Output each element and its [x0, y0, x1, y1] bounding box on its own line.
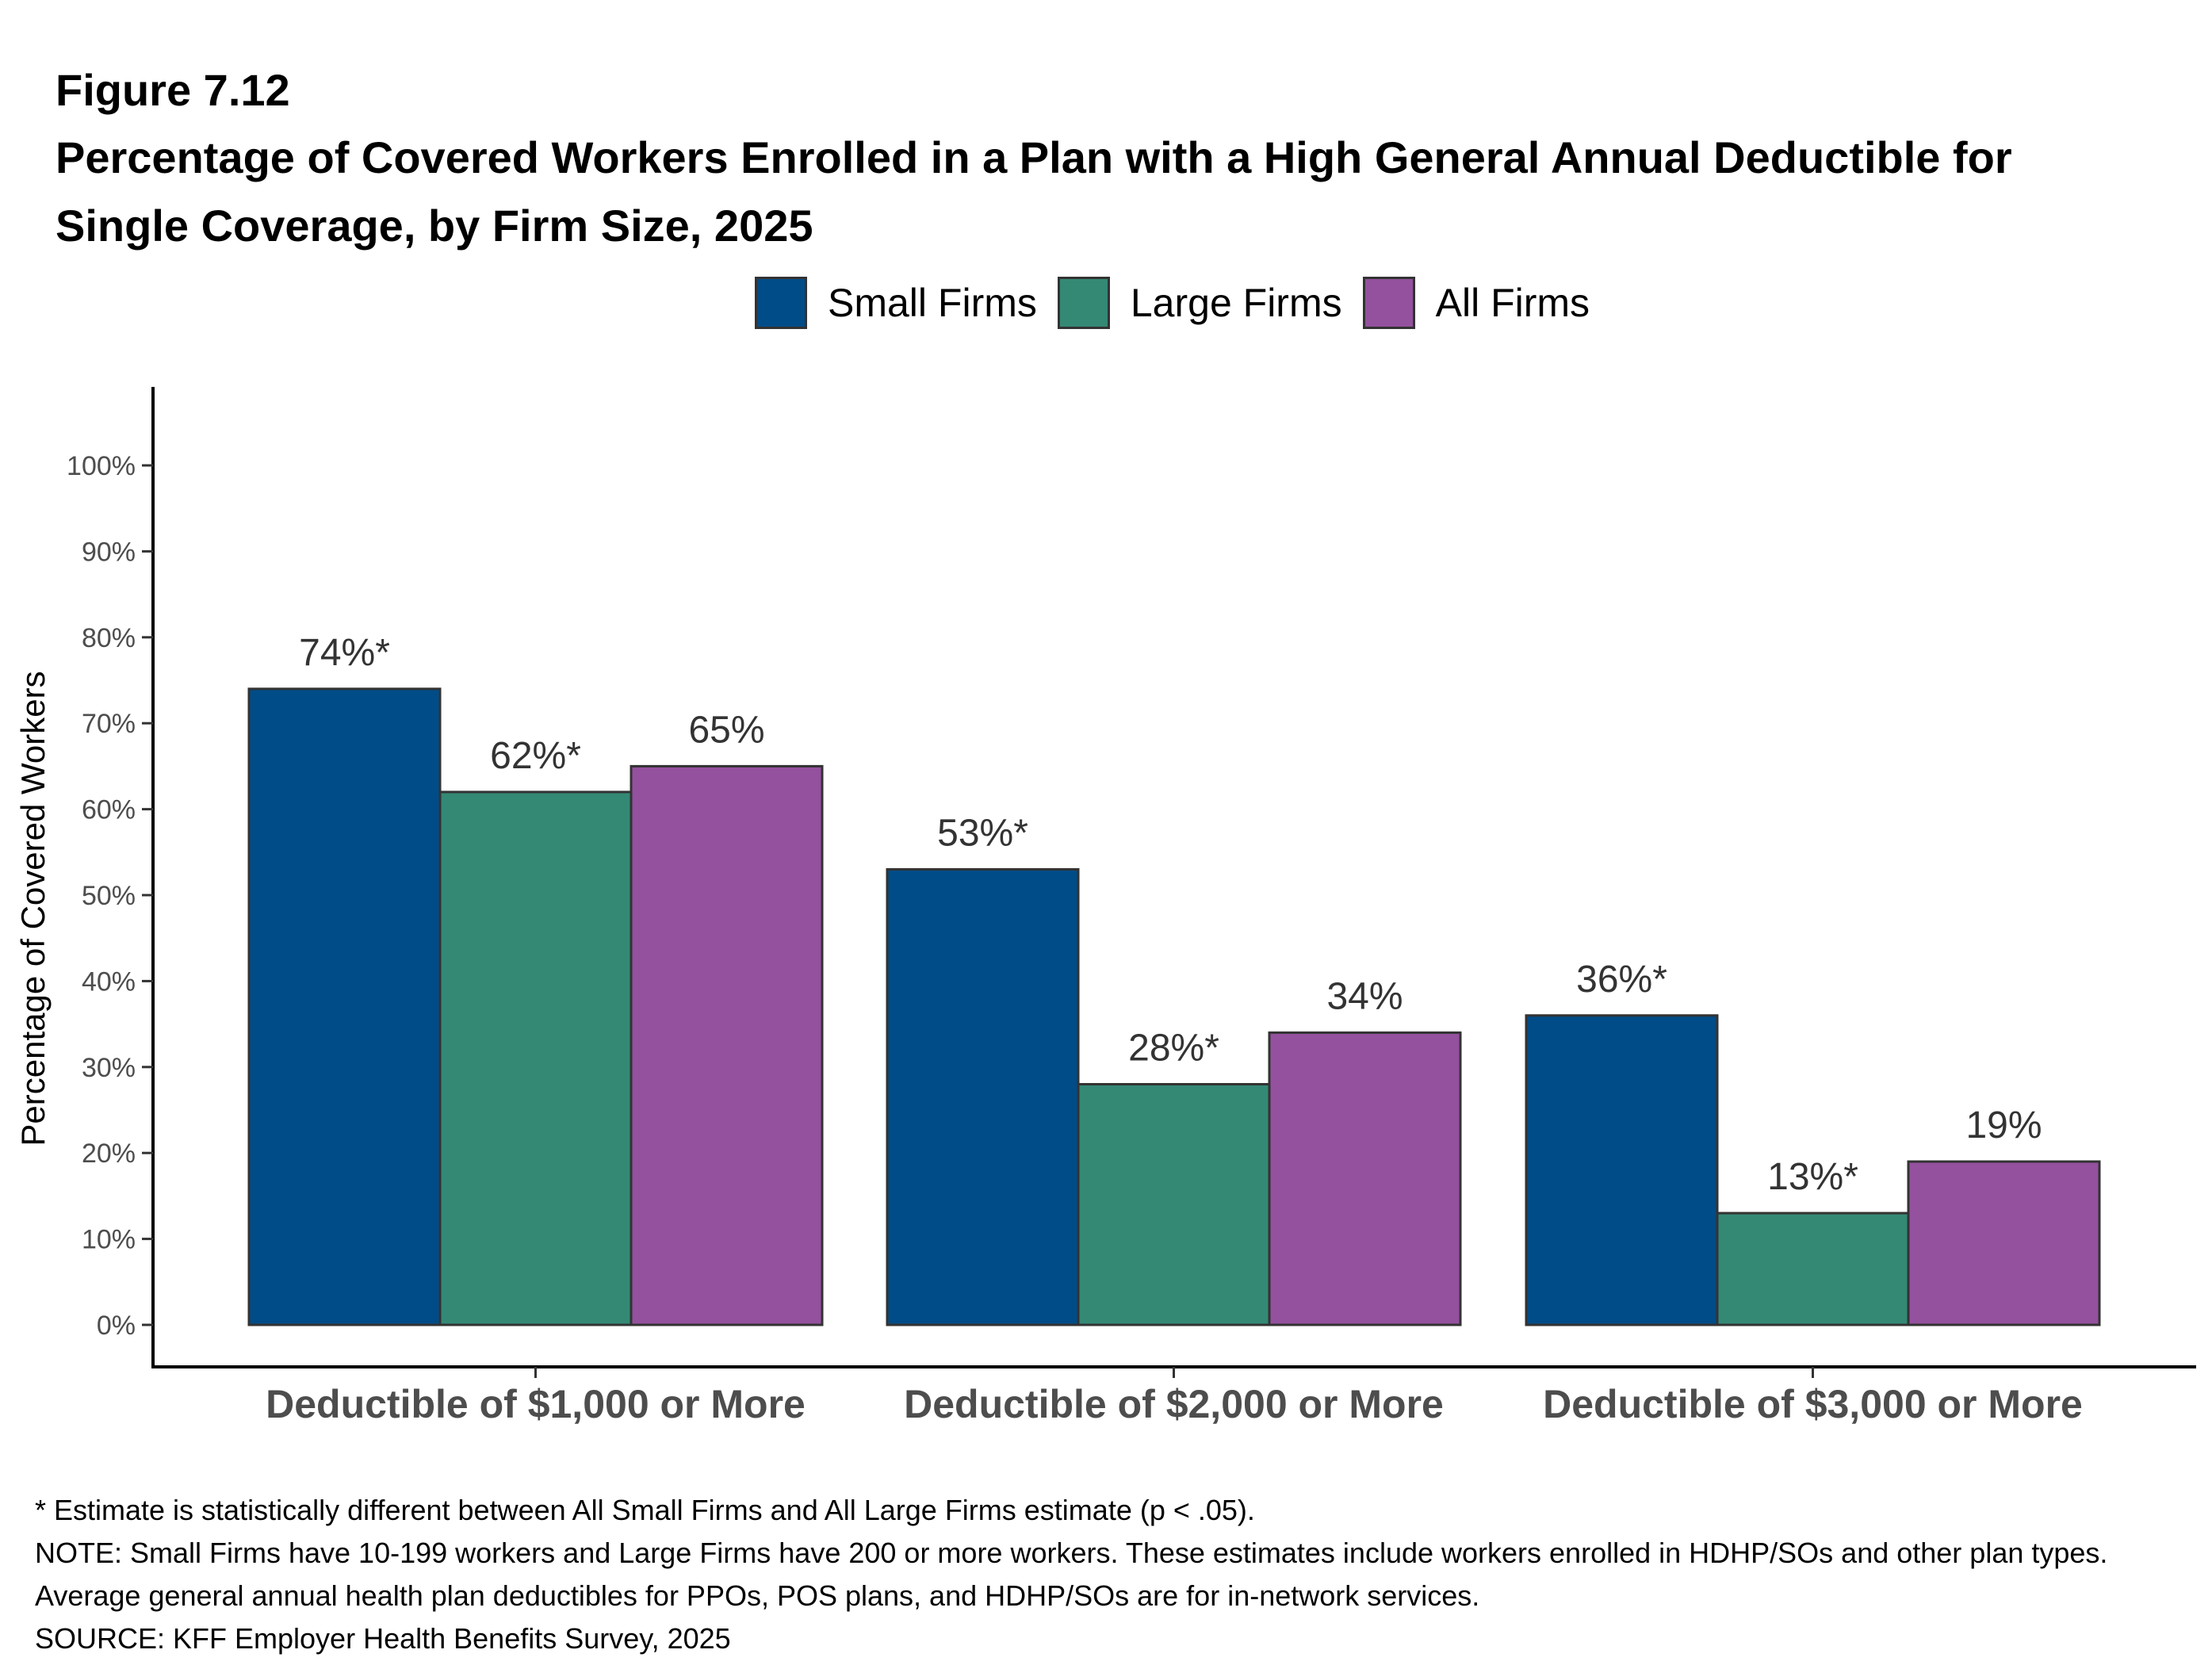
figure-header: Figure 7.12 Percentage of Covered Worker…	[55, 57, 2157, 260]
bar-chart: 0% 10% 20% 30% 40% 50% 60% 70% 80% 90% 100% Percent…	[14, 387, 2196, 1426]
data-label: 13%*	[1767, 1156, 1858, 1198]
y-tick-label: 10%	[82, 1225, 136, 1255]
bar	[1907, 1160, 2101, 1326]
bar	[886, 867, 1080, 1326]
chart-legend: Small Firms Large Firms All Firms	[755, 274, 1610, 331]
x-tick-label: Deductible of $3,000 or More	[1543, 1382, 2083, 1426]
footnote-note: NOTE: Small Firms have 10-199 workers an…	[35, 1537, 2108, 1612]
data-label: 28%*	[1128, 1027, 1219, 1069]
y-tick-label: 80%	[82, 623, 136, 653]
x-tick-label: Deductible of $1,000 or More	[266, 1382, 806, 1426]
bar	[1268, 1031, 1462, 1326]
y-tick-label: 50%	[82, 881, 136, 911]
y-tick-label: 30%	[82, 1053, 136, 1083]
bar	[1077, 1082, 1271, 1326]
footnote-significance: * Estimate is statistically different be…	[35, 1494, 1255, 1526]
legend-label-large-firms: Large Firms	[1130, 281, 1342, 325]
legend-item-large-firms: Large Firms	[1057, 277, 1342, 329]
data-label: 62%*	[490, 735, 581, 777]
legend-item-small-firms: Small Firms	[755, 277, 1037, 329]
bar	[630, 764, 824, 1326]
y-tick-label: 0%	[97, 1311, 136, 1341]
x-tick-label: Deductible of $2,000 or More	[904, 1382, 1444, 1426]
figure-label: Figure 7.12	[55, 65, 290, 115]
chart-title: Percentage of Covered Workers Enrolled i…	[55, 132, 2012, 251]
bar	[438, 790, 633, 1326]
legend-item-all-firms: All Firms	[1362, 277, 1590, 329]
data-label: 74%*	[299, 632, 390, 674]
data-label: 34%	[1326, 975, 1403, 1017]
y-tick-label: 90%	[82, 537, 136, 567]
footnote-source: SOURCE: KFF Employer Health Benefits Sur…	[35, 1622, 731, 1655]
data-label: 19%	[1965, 1104, 2042, 1146]
data-label: 53%*	[937, 812, 1028, 854]
legend-label-small-firms: Small Firms	[828, 281, 1037, 325]
legend-label-all-firms: All Firms	[1435, 281, 1590, 325]
legend-swatch-small-firms	[755, 277, 807, 329]
footnotes: * Estimate is statistically different be…	[35, 1489, 2176, 1660]
y-tick-label: 20%	[82, 1139, 136, 1169]
y-tick-label: 70%	[82, 709, 136, 739]
bar	[247, 687, 442, 1326]
y-tick-label: 40%	[82, 966, 136, 997]
data-label: 65%	[688, 709, 764, 751]
data-label: 36%*	[1576, 959, 1667, 1001]
bar	[1716, 1211, 1910, 1326]
legend-swatch-large-firms	[1057, 277, 1110, 329]
bar	[1525, 1014, 1719, 1326]
y-tick-label: 60%	[82, 795, 136, 825]
y-axis-title: Percentage of Covered Workers	[14, 671, 52, 1146]
y-tick-label: 100%	[67, 451, 136, 481]
legend-swatch-all-firms	[1362, 277, 1415, 329]
